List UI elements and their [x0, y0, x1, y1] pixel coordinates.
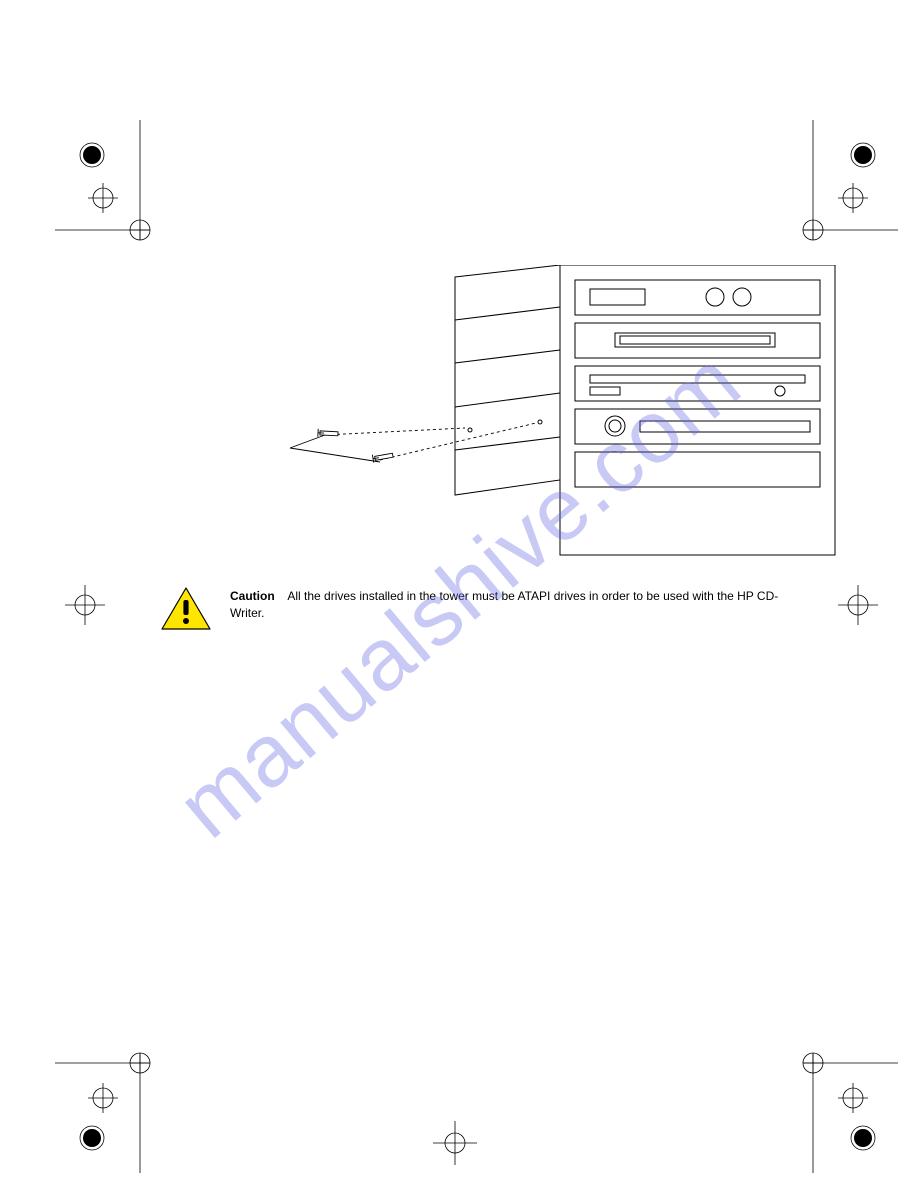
tower-diagram — [280, 265, 850, 565]
caution-label: Caution — [230, 589, 275, 603]
caution-icon — [160, 586, 212, 632]
crop-mark-mid-left — [55, 580, 125, 630]
crop-mark-top-left — [55, 120, 175, 260]
crop-mark-mid-right — [823, 580, 893, 630]
crop-mark-top-right — [778, 120, 898, 260]
caution-block: Caution All the drives installed in the … — [160, 586, 780, 632]
crop-mark-bottom-right — [778, 1033, 898, 1173]
caution-body: All the drives installed in the tower mu… — [230, 589, 778, 620]
caution-text: Caution All the drives installed in the … — [230, 586, 780, 623]
crop-mark-bottom-left — [55, 1033, 175, 1173]
crop-mark-bottom-center — [420, 1113, 490, 1173]
